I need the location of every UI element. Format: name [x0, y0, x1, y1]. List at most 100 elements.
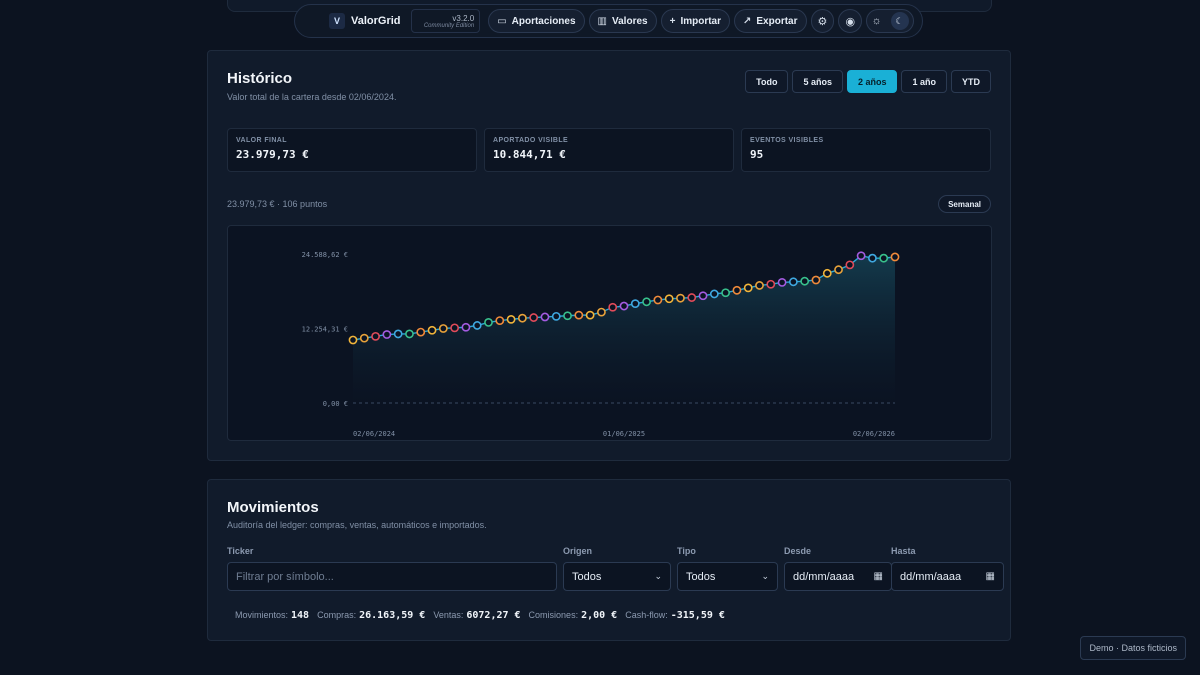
data-point[interactable]: [755, 281, 764, 290]
data-point[interactable]: [834, 265, 843, 275]
data-point[interactable]: [359, 333, 369, 343]
data-point[interactable]: [563, 311, 572, 321]
exportar-button[interactable]: ↗ Exportar: [734, 9, 807, 33]
chevron-down-icon: ⌄: [761, 571, 769, 581]
data-point[interactable]: [529, 313, 539, 322]
data-point[interactable]: [495, 316, 505, 325]
data-point[interactable]: [597, 307, 606, 317]
top-navbar: V ValorGrid v3.2.0 Community Edition ▭ A…: [294, 4, 923, 38]
tipo-value: Todos: [686, 570, 716, 583]
data-point[interactable]: [777, 278, 787, 287]
comisiones-label: Comisiones:: [528, 610, 579, 620]
data-point[interactable]: [687, 293, 697, 302]
calendar-icon[interactable]: ▦: [873, 571, 883, 582]
frequency-toggle[interactable]: Semanal: [938, 195, 991, 213]
range-todo-button[interactable]: Todo: [745, 70, 789, 93]
importar-button[interactable]: + Importar: [660, 9, 730, 33]
moon-icon: ☾: [890, 12, 909, 30]
data-point[interactable]: [608, 302, 618, 312]
data-point[interactable]: [585, 310, 595, 320]
data-point[interactable]: [788, 277, 798, 287]
version-badge: v3.2.0 Community Edition: [410, 9, 481, 33]
x-tick-label: 02/06/2024: [353, 430, 395, 438]
aportaciones-button[interactable]: ▭ Aportaciones: [488, 9, 585, 33]
app-name[interactable]: ValorGrid: [351, 15, 401, 27]
range-ytd-button[interactable]: YTD: [951, 70, 991, 93]
data-point[interactable]: [800, 276, 810, 286]
hasta-date-input[interactable]: dd/mm/aaaa ▦: [891, 562, 1004, 591]
data-point[interactable]: [653, 295, 663, 305]
data-point[interactable]: [822, 268, 832, 278]
data-point[interactable]: [393, 329, 403, 339]
data-point[interactable]: [890, 252, 900, 262]
app-logo: V: [329, 13, 345, 29]
data-point[interactable]: [517, 313, 527, 323]
compras-label: Compras:: [317, 610, 357, 620]
data-point[interactable]: [664, 294, 674, 304]
data-point[interactable]: [743, 283, 753, 293]
data-point[interactable]: [856, 251, 866, 261]
data-point[interactable]: [879, 253, 889, 263]
data-point[interactable]: [642, 297, 651, 307]
data-point[interactable]: [461, 322, 471, 332]
desde-date-input[interactable]: dd/mm/aaaa ▦: [784, 562, 892, 591]
cashflow-label: Cash-flow:: [625, 610, 668, 620]
ticker-input[interactable]: Filtrar por símbolo...: [227, 562, 557, 591]
stat-label: EVENTOS VISIBLES: [750, 137, 824, 144]
y-tick-label: 0,00 €: [323, 400, 348, 408]
data-point[interactable]: [619, 301, 629, 311]
ventas-value: 6072,27 €: [466, 610, 521, 621]
aportaciones-label: Aportaciones: [511, 15, 576, 27]
range-2-anos-button[interactable]: 2 años: [846, 70, 898, 93]
data-point[interactable]: [811, 275, 821, 285]
gear-icon: ⚙: [817, 15, 828, 28]
data-point[interactable]: [540, 312, 550, 322]
y-tick-label: 24.588,62 €: [302, 251, 348, 259]
data-point[interactable]: [472, 321, 482, 330]
data-point[interactable]: [845, 260, 855, 270]
movimientos-count-label: Movimientos:: [235, 610, 289, 620]
stat-label: VALOR FINAL: [236, 137, 287, 144]
desde-placeholder: dd/mm/aaaa: [793, 570, 855, 583]
ventas-label: Ventas:: [433, 610, 464, 620]
data-point[interactable]: [676, 293, 685, 303]
range-1-ano-button[interactable]: 1 año: [901, 70, 947, 93]
stat-aportado-visible: APORTADO VISIBLE 10.844,71 €: [484, 128, 734, 172]
data-point[interactable]: [506, 314, 516, 324]
data-point[interactable]: [427, 325, 437, 335]
data-point[interactable]: [732, 285, 742, 295]
data-point[interactable]: [405, 329, 414, 339]
valores-button[interactable]: ▥ Valores: [588, 9, 657, 33]
settings-button[interactable]: ⚙: [810, 9, 835, 33]
external-link-icon: ↗: [743, 15, 752, 27]
movimientos-summary: Movimientos: 148 Compras: 26.163,59 € Ve…: [235, 610, 725, 621]
movimientos-title: Movimientos: [227, 499, 319, 516]
data-point[interactable]: [766, 279, 776, 289]
tipo-select[interactable]: Todos ⌄: [677, 562, 778, 591]
data-point[interactable]: [551, 311, 561, 321]
hasta-label: Hasta: [891, 546, 916, 556]
data-point[interactable]: [868, 253, 877, 263]
data-point[interactable]: [382, 330, 392, 339]
origen-value: Todos: [572, 570, 602, 583]
privacy-toggle-button[interactable]: ◉: [838, 9, 863, 33]
data-point[interactable]: [371, 331, 380, 341]
data-point[interactable]: [450, 323, 460, 333]
calendar-icon[interactable]: ▦: [985, 571, 995, 582]
chart-summary: 23.979,73 € · 106 puntos: [227, 199, 328, 209]
data-point[interactable]: [416, 327, 426, 337]
origen-select[interactable]: Todos ⌄: [563, 562, 671, 591]
data-point[interactable]: [574, 310, 584, 320]
data-point[interactable]: [438, 324, 448, 333]
data-point[interactable]: [630, 299, 640, 309]
tipo-label: Tipo: [677, 546, 696, 556]
data-point[interactable]: [721, 288, 731, 298]
data-point[interactable]: [348, 335, 358, 345]
theme-toggle[interactable]: ☼ ☾: [866, 9, 914, 33]
data-point[interactable]: [698, 291, 708, 301]
data-point[interactable]: [709, 289, 719, 299]
data-point[interactable]: [484, 318, 493, 327]
ticker-label: Ticker: [227, 546, 254, 556]
movimientos-card: Movimientos Auditoría del ledger: compra…: [207, 479, 1011, 641]
range-5-anos-button[interactable]: 5 años: [792, 70, 843, 93]
